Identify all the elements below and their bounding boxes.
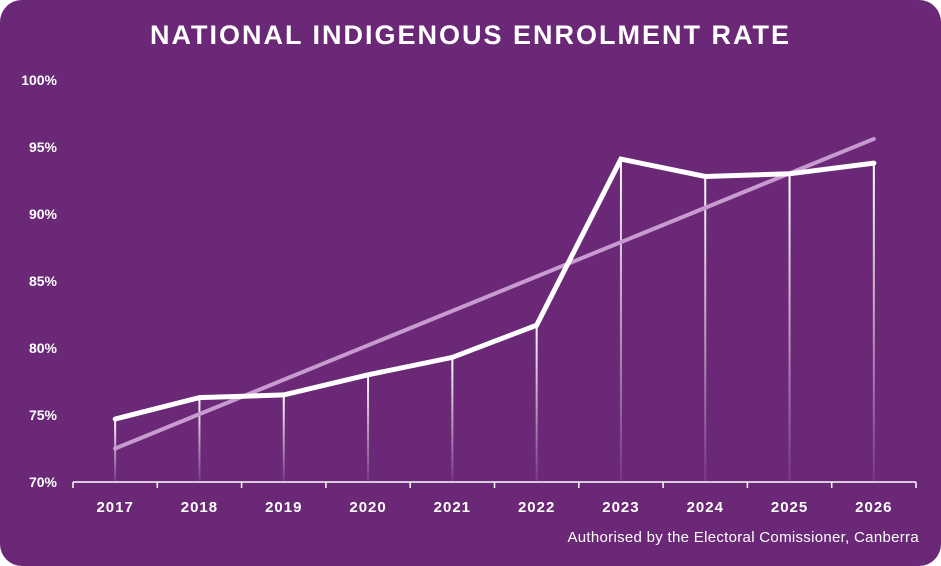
x-tick-label: 2021	[434, 499, 471, 516]
drop-line	[872, 163, 875, 482]
drop-line	[282, 394, 285, 482]
x-tick-label: 2018	[181, 499, 218, 516]
y-tick-label: 85%	[29, 273, 58, 289]
y-tick-label: 75%	[29, 407, 58, 423]
data-point	[282, 393, 286, 397]
y-tick-label: 70%	[29, 474, 58, 490]
x-tick-label: 2023	[602, 499, 639, 516]
y-tick-label: 95%	[29, 139, 58, 155]
authorisation-footer: Authorised by the Electoral Comissioner,…	[567, 529, 919, 546]
x-tick-label: 2025	[771, 499, 808, 516]
x-tick-label: 2017	[96, 499, 133, 516]
data-point	[113, 417, 117, 421]
x-tick-label: 2024	[687, 499, 724, 516]
data-point	[619, 157, 623, 161]
data-point	[535, 323, 539, 327]
x-axis: 2017 2018 2019 2020 2021 2022 2023 2024 2025 2026	[72, 481, 917, 516]
data-point	[788, 172, 792, 176]
drop-line	[367, 374, 370, 482]
x-tick-label: 2026	[855, 499, 892, 516]
drop-line	[451, 357, 454, 482]
y-axis-labels: 70% 75% 80% 85% 90% 95% 100%	[21, 72, 57, 490]
series-line-group	[112, 156, 877, 422]
drop-line	[788, 173, 791, 483]
drop-lines	[114, 159, 875, 483]
chart-title: NATIONAL INDIGENOUS ENROLMENT RATE	[150, 20, 791, 50]
data-point	[703, 174, 707, 178]
y-tick-label: 80%	[29, 340, 58, 356]
data-point	[872, 161, 876, 165]
x-tick-label: 2020	[349, 499, 386, 516]
drop-line	[535, 325, 538, 482]
data-point	[450, 355, 454, 359]
drop-line	[704, 176, 707, 483]
drop-line	[114, 419, 117, 482]
drop-line	[198, 397, 201, 482]
y-tick-label: 90%	[29, 206, 58, 222]
data-point	[366, 373, 370, 377]
y-tick-label: 100%	[21, 72, 57, 88]
series-line	[112, 156, 877, 422]
x-tick-label: 2022	[518, 499, 555, 516]
data-point	[197, 396, 201, 400]
drop-line	[619, 159, 622, 482]
x-tick-label: 2019	[265, 499, 302, 516]
